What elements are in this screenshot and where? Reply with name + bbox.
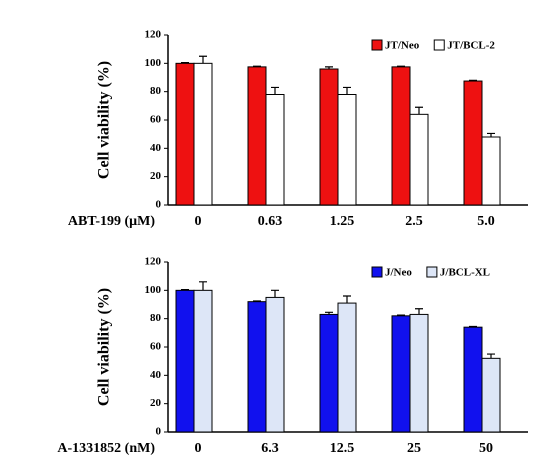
error-bar [343, 86, 351, 95]
legend-swatch [371, 266, 383, 278]
y-tick-label: 100 [145, 57, 162, 69]
y-tick-label: 120 [145, 29, 162, 41]
bar [265, 94, 285, 206]
bar [319, 68, 339, 206]
y-axis-label: Cell viability (%) [96, 288, 113, 406]
error-bar [469, 79, 477, 82]
bar [409, 113, 429, 206]
y-tick-label: 0 [156, 426, 162, 438]
legend-swatch [433, 39, 445, 51]
bar [247, 66, 267, 206]
x-tick-label: 25 [407, 441, 421, 456]
error-bar [253, 65, 261, 67]
bar [391, 66, 411, 206]
error-bar [181, 62, 189, 64]
y-tick-label: 60 [150, 114, 162, 126]
bar [463, 80, 483, 206]
legend-swatch [371, 39, 383, 51]
error-bar [397, 65, 405, 67]
bar [337, 302, 357, 433]
error-bar [415, 106, 423, 115]
bar [409, 313, 429, 433]
y-tick-label: 80 [150, 85, 162, 97]
error-bar [397, 314, 405, 316]
y-tick-label: 20 [150, 397, 162, 409]
y-tick-label: 0 [156, 199, 162, 211]
x-tick-label: 6.3 [261, 441, 279, 456]
legend-label: J/Neo [385, 267, 412, 279]
bar [337, 94, 357, 206]
x-tick-label: 0 [195, 441, 202, 456]
y-tick-label: 60 [150, 341, 162, 353]
bar [247, 301, 267, 433]
error-bar [415, 308, 423, 315]
bar [319, 313, 339, 433]
x-tick-label: 50 [479, 441, 493, 456]
error-bar [325, 311, 333, 315]
legend-swatch [426, 266, 438, 278]
bar [175, 62, 195, 206]
error-bar [325, 66, 333, 69]
x-tick-label: 0.63 [258, 214, 283, 229]
bar [481, 357, 501, 433]
x-tick-label: 1.25 [330, 214, 355, 229]
y-tick-label: 100 [145, 284, 162, 296]
bar [391, 315, 411, 433]
bar [175, 289, 195, 433]
error-bar [253, 300, 261, 302]
x-tick-label: 0 [195, 214, 202, 229]
y-tick-label: 120 [145, 256, 162, 268]
legend-label: JT/Neo [385, 40, 420, 52]
y-tick-label: 20 [150, 170, 162, 182]
error-bar [199, 55, 207, 64]
x-tick-label: 5.0 [477, 214, 495, 229]
bar [463, 326, 483, 433]
error-bar [271, 289, 279, 298]
bar [193, 289, 213, 433]
x-tick-label: 2.5 [405, 214, 423, 229]
x-axis-label: A-1331852 (nM) [57, 441, 155, 456]
y-tick-label: 80 [150, 312, 162, 324]
legend-label: JT/BCL-2 [447, 40, 495, 52]
error-bar [271, 86, 279, 95]
y-tick-label: 40 [150, 369, 162, 381]
legend-label: J/BCL-XL [440, 267, 490, 279]
bar [265, 296, 285, 433]
y-axis-label: Cell viability (%) [96, 61, 113, 179]
error-bar [181, 289, 189, 291]
error-bar [469, 325, 477, 328]
bar [193, 62, 213, 206]
y-tick-label: 40 [150, 142, 162, 154]
bar [481, 136, 501, 206]
error-bar [199, 281, 207, 291]
error-bar [343, 295, 351, 304]
error-bar [487, 132, 495, 137]
x-axis-label: ABT-199 (μM) [68, 214, 155, 229]
error-bar [487, 353, 495, 359]
x-tick-label: 12.5 [330, 441, 355, 456]
